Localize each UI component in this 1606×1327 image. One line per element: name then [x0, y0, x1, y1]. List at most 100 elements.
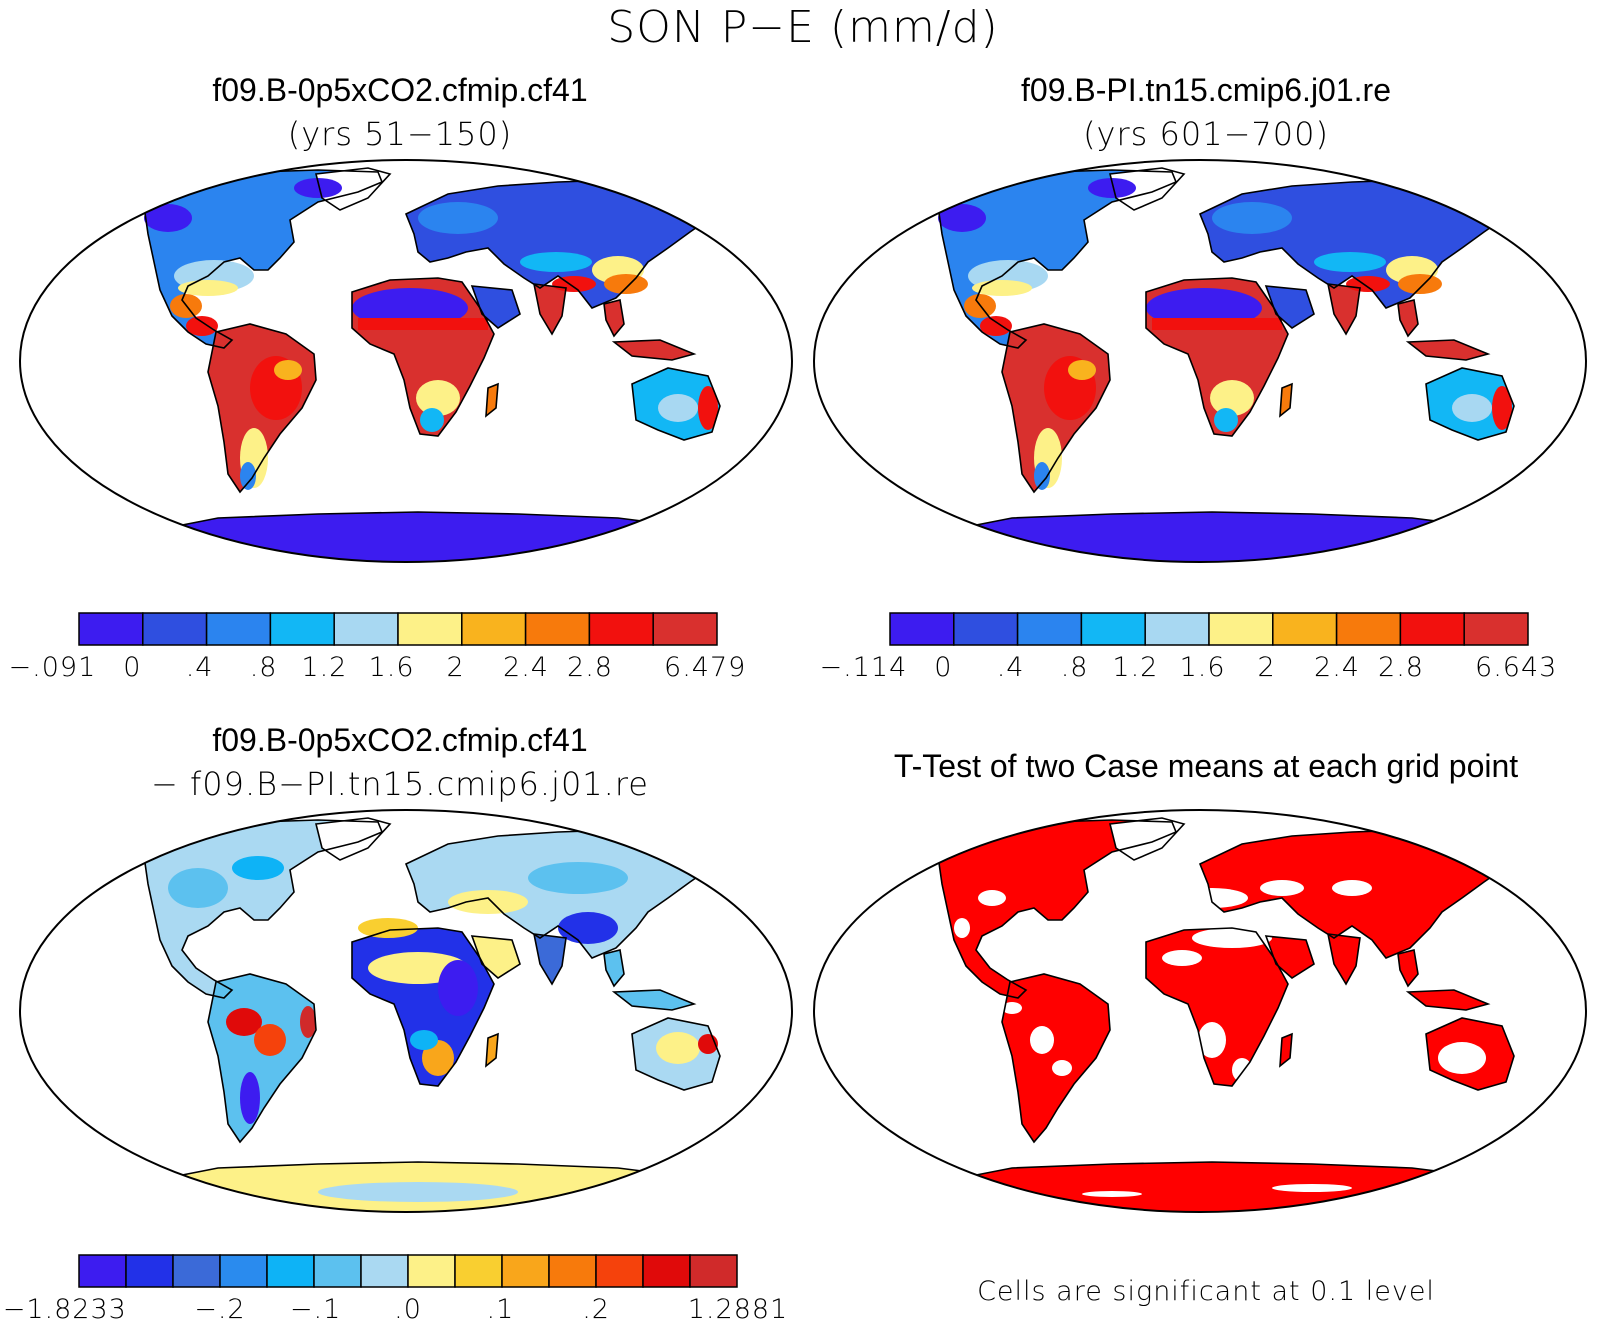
land-indonesia	[614, 340, 694, 360]
land-indonesia	[1408, 990, 1488, 1010]
colorbar-cell	[595, 1254, 644, 1288]
colorbar-cell	[1208, 612, 1274, 646]
figure-title: SON P−E (mm/d)	[607, 2, 999, 53]
land-arabia	[1266, 286, 1314, 328]
colorbar-cell	[397, 612, 463, 646]
colorbar-tick-label: −.2	[194, 1294, 246, 1325]
colorbar-cell	[953, 612, 1019, 646]
colorbar-cell	[1399, 612, 1465, 646]
colorbar-tick-label: 1.2	[1112, 652, 1159, 683]
colorbar-tick-label: 6.643	[1475, 652, 1558, 683]
colorbar-tick-label: −.114	[819, 652, 908, 683]
significance-note: Cells are significant at 0.1 level	[977, 1276, 1435, 1307]
map-frame	[18, 159, 794, 563]
land-india	[534, 284, 566, 334]
land-africa	[1146, 928, 1288, 1086]
colorbar-cell	[142, 612, 208, 646]
colorbar-tick-label: 2.4	[503, 652, 549, 683]
colorbar-tick-label: 1.2	[301, 652, 348, 683]
colorbar-tick-label: 6.479	[664, 652, 747, 683]
colorbar-cell	[501, 1254, 550, 1288]
colorbar-tick-label: .0	[394, 1294, 422, 1325]
colorbar-tick-label: 0	[123, 652, 142, 683]
colorbar-cell	[1463, 612, 1529, 646]
land-namerica	[938, 820, 1176, 998]
colorbar-tick-label: 2.4	[1314, 652, 1360, 683]
land-arabia	[472, 286, 520, 328]
colorbar-cell	[642, 1254, 691, 1288]
ttest-title: T-Test of two Case means at each grid po…	[893, 748, 1519, 784]
colorbar-cell	[1272, 612, 1338, 646]
map-frame	[18, 809, 794, 1213]
colorbar-cell	[461, 612, 527, 646]
colorbar-tick-label: 2.8	[567, 652, 613, 683]
case2-title: f09.B-PI.tn15.cmip6.j01.re	[1021, 72, 1391, 108]
colorbar-cell	[333, 612, 399, 646]
colorbar-cell	[266, 1254, 315, 1288]
land-samerica	[1002, 974, 1110, 1142]
colorbar-tick-label: .8	[249, 652, 278, 683]
colorbar-tick-label: 2	[1257, 652, 1276, 683]
land-arabia	[472, 936, 520, 978]
colorbar-tick-label: 1.2881	[687, 1294, 789, 1325]
colorbar-cell	[172, 1254, 221, 1288]
land-arabia	[1266, 936, 1314, 978]
colorbar-tick-label: −.1	[289, 1294, 342, 1325]
colorbar-case1	[78, 612, 718, 646]
land-greenland	[1110, 818, 1184, 860]
colorbar-cell	[524, 612, 591, 646]
map-frame	[812, 809, 1588, 1213]
land-seasia	[604, 300, 624, 336]
land-indonesia	[1408, 340, 1488, 360]
colorbar-cell	[78, 612, 144, 646]
colorbar-cell	[1016, 612, 1083, 646]
land-seasia	[1398, 300, 1418, 336]
colorbar-cell	[78, 1254, 127, 1288]
colorbar-cell	[454, 1254, 503, 1288]
case1-subtitle: (yrs 51−150)	[287, 115, 513, 153]
land-seasia	[604, 950, 624, 986]
colorbar-cell	[360, 1254, 409, 1288]
colorbar-diff	[78, 1254, 738, 1288]
colorbar-tick-label: 1.6	[368, 652, 415, 683]
colorbar-tick-label: −1.8233	[2, 1294, 127, 1325]
land-greenland	[316, 818, 390, 860]
colorbar-case2	[889, 612, 1529, 646]
colorbar-cell	[313, 1254, 362, 1288]
colorbar-cell	[205, 612, 272, 646]
colorbar-tick-label: .2	[582, 1294, 610, 1325]
land-greenland	[1110, 168, 1184, 210]
colorbar-tick-label: 0	[934, 652, 953, 683]
map-case2-precip-minus-evap	[812, 159, 1588, 563]
diff-subtitle: − f09.B−PI.tn15.cmip6.j01.re	[151, 765, 649, 803]
colorbar-tick-label: 2	[446, 652, 465, 683]
land-namerica	[144, 170, 382, 348]
colorbar-tick-label: 2.8	[1378, 652, 1424, 683]
colorbar-cell	[125, 1254, 174, 1288]
colorbar-tick-label: .8	[1060, 652, 1089, 683]
colorbar-cell	[1335, 612, 1402, 646]
map-case1-precip-minus-evap	[18, 159, 794, 563]
colorbar-cell	[269, 612, 335, 646]
map-frame	[812, 159, 1588, 563]
land-greenland	[316, 168, 390, 210]
land-namerica	[144, 820, 382, 998]
land-seasia	[1398, 950, 1418, 986]
diff-title: f09.B-0p5xCO2.cfmip.cf41	[212, 722, 588, 758]
colorbar-cell	[689, 1254, 738, 1288]
colorbar-cell	[889, 612, 955, 646]
map-difference	[18, 809, 794, 1213]
case1-title: f09.B-0p5xCO2.cfmip.cf41	[212, 72, 588, 108]
map-ttest-significance	[812, 809, 1588, 1213]
land-eurasia	[406, 830, 710, 958]
land-indonesia	[614, 990, 694, 1010]
colorbar-tick-label: .4	[185, 652, 214, 683]
colorbar-cell	[1144, 612, 1210, 646]
land-india	[1328, 284, 1360, 334]
colorbar-cell	[407, 1254, 456, 1288]
colorbar-tick-label: .1	[486, 1294, 515, 1325]
land-india	[1328, 934, 1360, 984]
colorbar-tick-label: .4	[996, 652, 1025, 683]
land-india	[534, 934, 566, 984]
colorbar-cell	[652, 612, 718, 646]
